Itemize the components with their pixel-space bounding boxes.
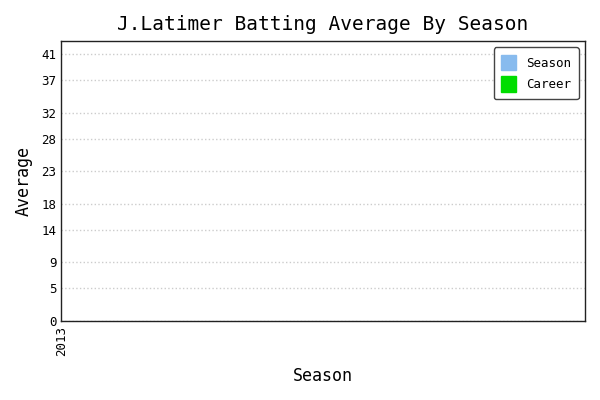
Title: J.Latimer Batting Average By Season: J.Latimer Batting Average By Season [118,15,529,34]
Legend: Season, Career: Season, Career [494,47,579,99]
X-axis label: Season: Season [293,367,353,385]
Y-axis label: Average: Average [15,146,33,216]
